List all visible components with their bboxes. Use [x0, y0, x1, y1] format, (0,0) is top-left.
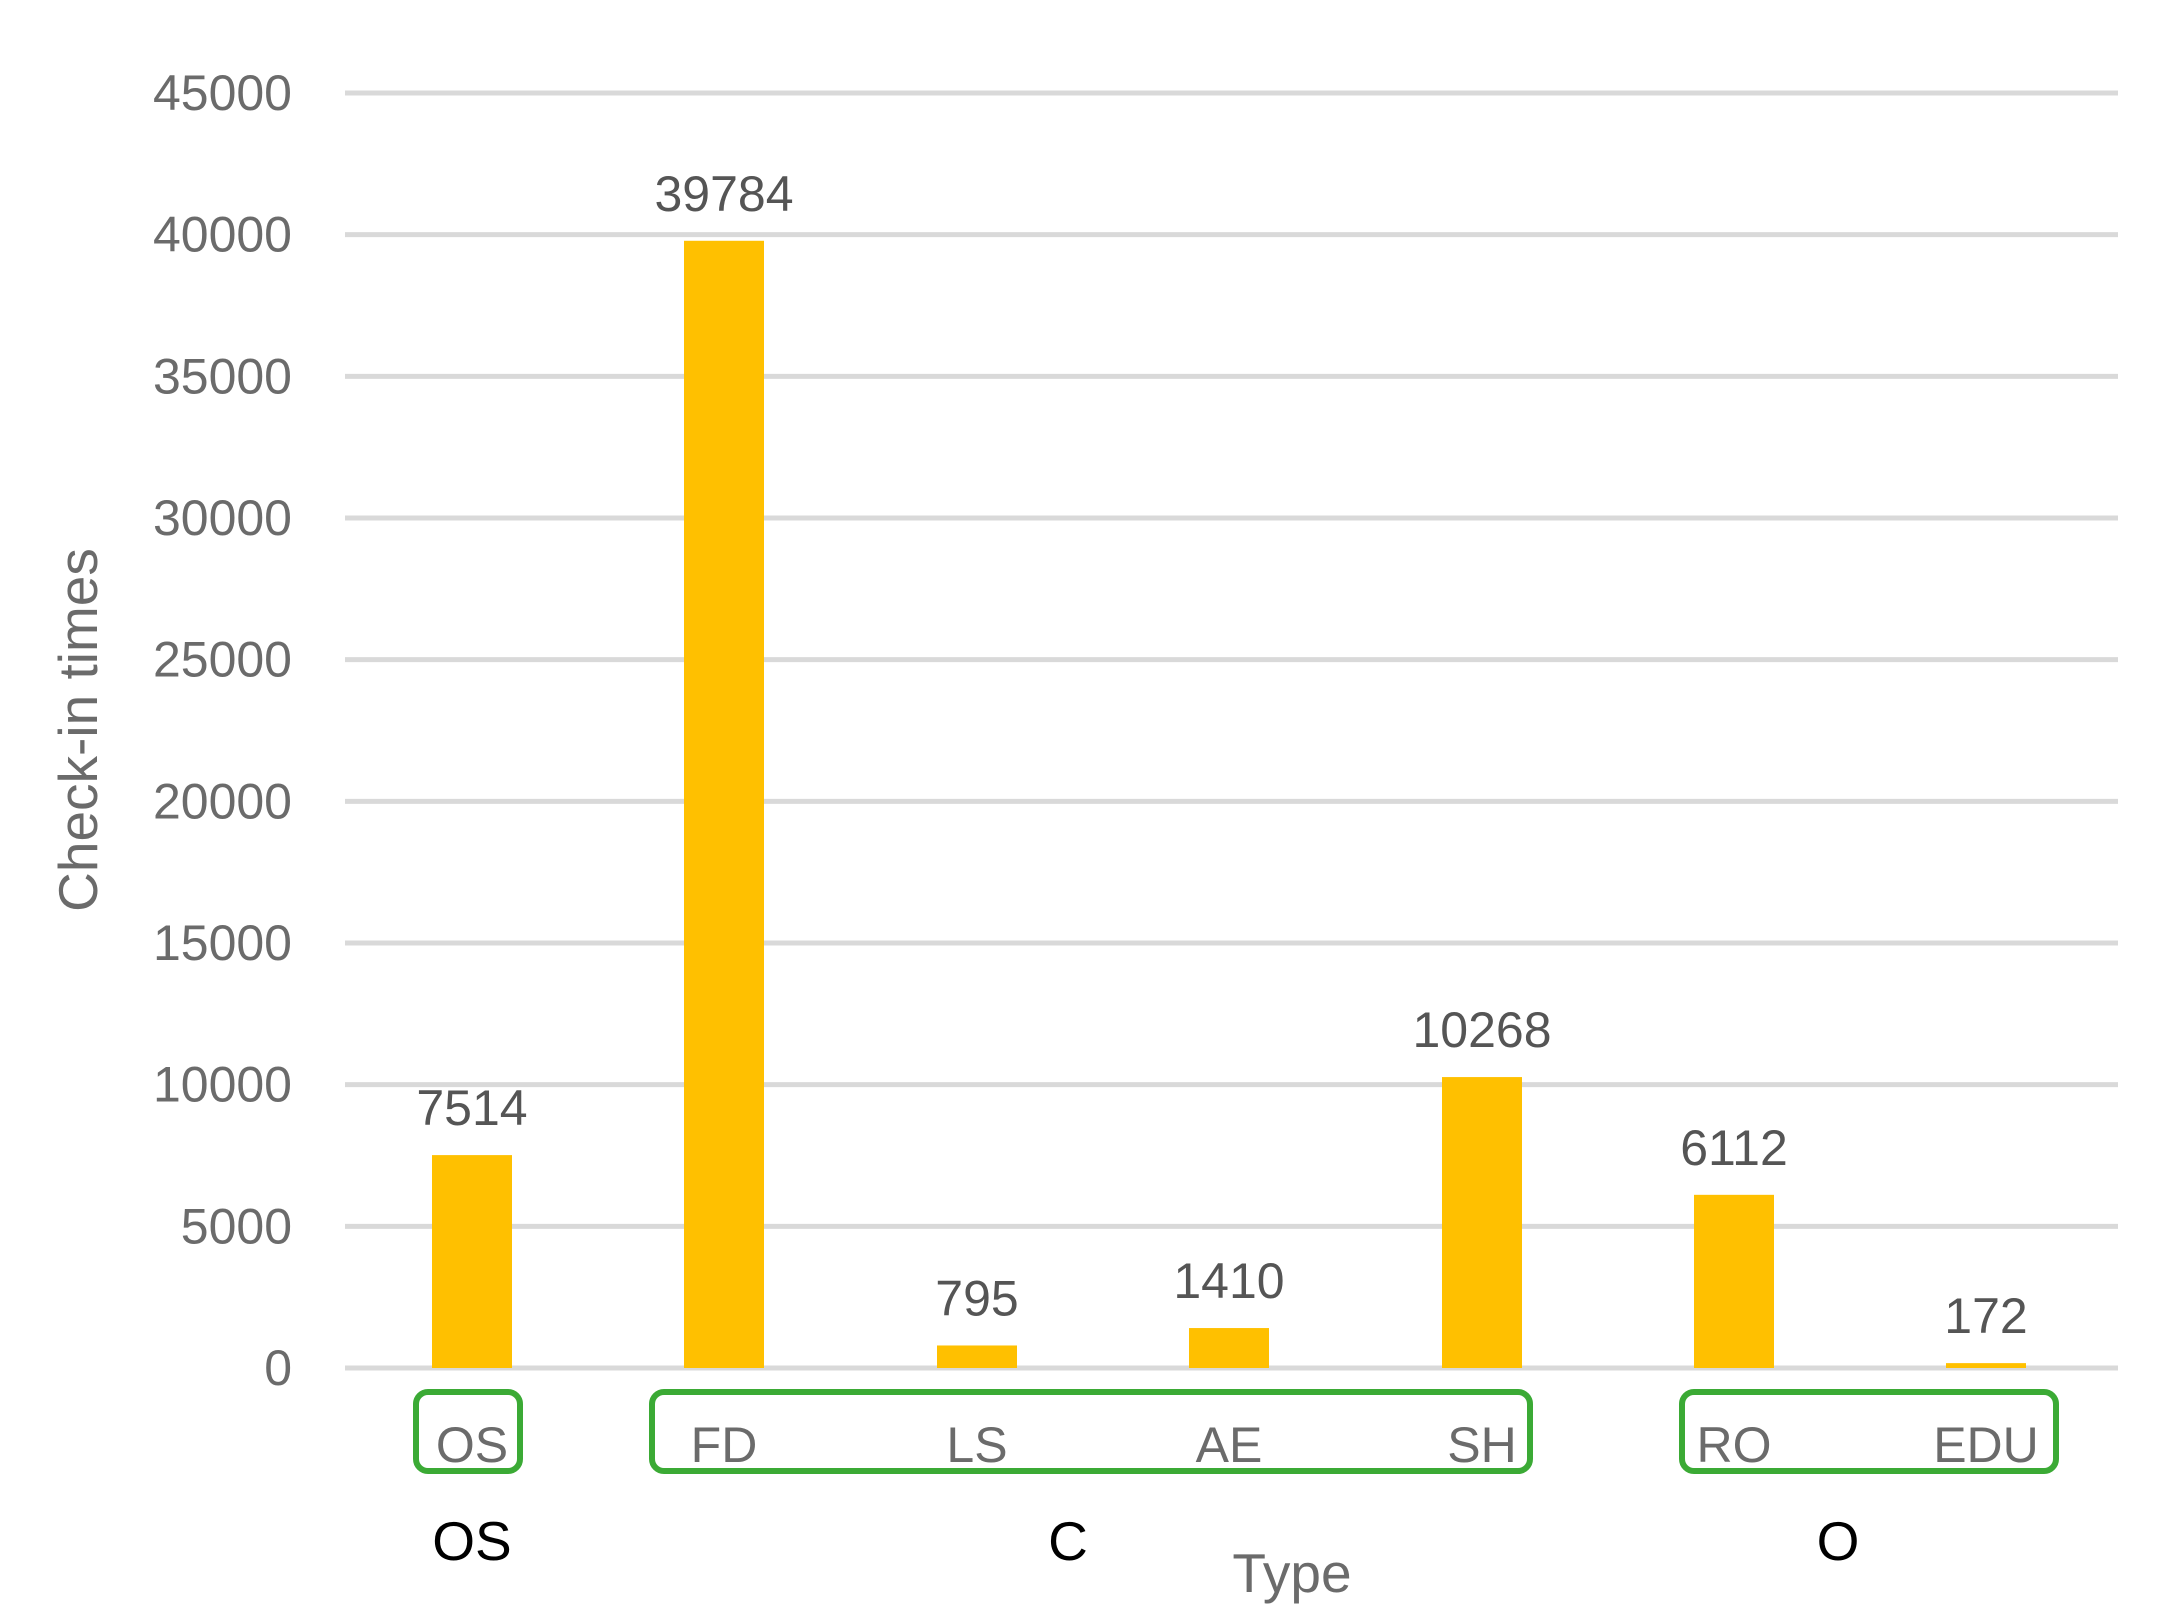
bar-FD	[684, 240, 764, 1369]
data-label-EDU: 172	[1944, 1288, 2027, 1344]
y-tick-label-20000: 20000	[153, 773, 292, 829]
bar-AE	[1189, 1328, 1269, 1368]
group-label-C: C	[1048, 1510, 1088, 1572]
group-label-O: O	[1817, 1510, 1860, 1572]
data-label-FD: 39784	[654, 166, 793, 222]
bar-SH	[1442, 1077, 1522, 1368]
x-tick-label-FD: FD	[691, 1417, 758, 1473]
bar-EDU	[1946, 1363, 2026, 1368]
group-box-C	[649, 1389, 1533, 1474]
y-tick-label-45000: 45000	[153, 65, 292, 121]
y-tick-label-40000: 40000	[153, 207, 292, 263]
group-label-OS: OS	[432, 1510, 511, 1572]
group-box-O	[1679, 1389, 2059, 1474]
x-tick-label-RO: RO	[1697, 1417, 1772, 1473]
data-label-LS: 795	[935, 1270, 1018, 1326]
x-tick-label-OS: OS	[436, 1417, 508, 1473]
y-tick-label-5000: 5000	[181, 1198, 292, 1254]
x-tick-label-AE: AE	[1196, 1417, 1263, 1473]
bar-LS	[937, 1345, 1017, 1368]
y-tick-label-0: 0	[264, 1340, 292, 1396]
bar-OS	[432, 1155, 512, 1368]
y-tick-label-30000: 30000	[153, 490, 292, 546]
x-tick-label-LS: LS	[946, 1417, 1007, 1473]
y-tick-label-15000: 15000	[153, 915, 292, 971]
y-tick-label-35000: 35000	[153, 348, 292, 404]
bar-RO	[1694, 1194, 1774, 1368]
y-tick-label-25000: 25000	[153, 632, 292, 688]
group-box-OS	[413, 1389, 523, 1474]
data-label-RO: 6112	[1680, 1120, 1788, 1176]
x-tick-label-SH: SH	[1447, 1417, 1516, 1473]
x-tick-label-EDU: EDU	[1933, 1417, 2039, 1473]
y-tick-label-10000: 10000	[153, 1057, 292, 1113]
y-axis-title: Check-in times	[47, 548, 109, 912]
data-label-OS: 7514	[416, 1080, 527, 1136]
data-label-AE: 1410	[1173, 1253, 1284, 1309]
x-axis-title: Type	[1232, 1542, 1351, 1604]
data-label-SH: 10268	[1412, 1002, 1551, 1058]
